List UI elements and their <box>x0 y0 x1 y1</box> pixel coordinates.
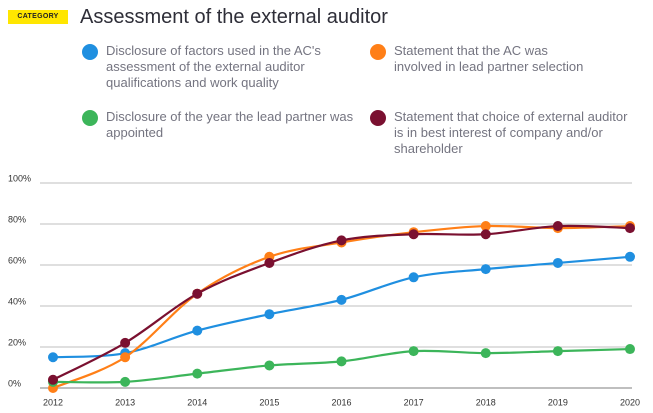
x-tick-label: 2019 <box>548 397 568 407</box>
data-point <box>336 294 347 305</box>
data-point <box>408 272 419 283</box>
data-point <box>48 374 58 385</box>
y-tick-label: 40% <box>8 296 26 306</box>
x-tick-label: 2015 <box>259 397 279 407</box>
data-point <box>192 288 203 299</box>
data-point <box>480 264 491 275</box>
x-tick-label: 2014 <box>187 397 207 407</box>
data-point <box>408 229 419 240</box>
data-point <box>336 356 347 367</box>
x-tick-label: 2013 <box>115 397 135 407</box>
data-point <box>552 221 563 232</box>
data-point <box>120 352 131 363</box>
y-tick-label: 80% <box>8 214 26 224</box>
data-point <box>120 376 131 387</box>
data-point <box>192 368 203 379</box>
data-point <box>625 344 635 355</box>
x-tick-label: 2016 <box>331 397 351 407</box>
chart-title: Assessment of the external auditor <box>80 6 388 28</box>
data-point <box>48 352 58 363</box>
y-tick-label: 0% <box>8 378 21 388</box>
legend-marker <box>82 44 98 60</box>
data-point <box>408 346 419 357</box>
y-tick-label: 60% <box>8 255 26 265</box>
data-point <box>120 337 131 348</box>
data-point <box>192 325 203 336</box>
x-tick-label: 2018 <box>476 397 496 407</box>
x-tick-label: 2012 <box>43 397 63 407</box>
y-tick-label: 100% <box>8 173 31 183</box>
data-point <box>264 257 275 268</box>
data-point <box>480 348 491 359</box>
category-badge: CATEGORY <box>8 10 68 24</box>
data-point <box>552 257 563 268</box>
legend-marker <box>370 110 386 126</box>
data-point <box>552 346 563 357</box>
data-point <box>264 309 275 320</box>
data-point <box>480 221 491 232</box>
y-tick-label: 20% <box>8 337 26 347</box>
legend-label: Disclosure of the year the lead partner … <box>106 109 354 140</box>
data-point <box>336 235 347 246</box>
legend-marker <box>82 110 98 126</box>
legend-marker <box>370 44 386 60</box>
legend-label: Disclosure of factors used in the AC's a… <box>106 43 321 90</box>
data-point <box>264 360 275 371</box>
data-point <box>480 229 491 240</box>
data-point <box>625 251 635 262</box>
legend-label: Statement that choice of external audito… <box>394 109 628 156</box>
data-point <box>625 223 635 234</box>
legend-label: Statement that the AC was involved in le… <box>394 43 584 74</box>
series-line <box>52 255 631 359</box>
x-tick-label: 2020 <box>620 397 640 407</box>
x-tick-label: 2017 <box>404 397 424 407</box>
